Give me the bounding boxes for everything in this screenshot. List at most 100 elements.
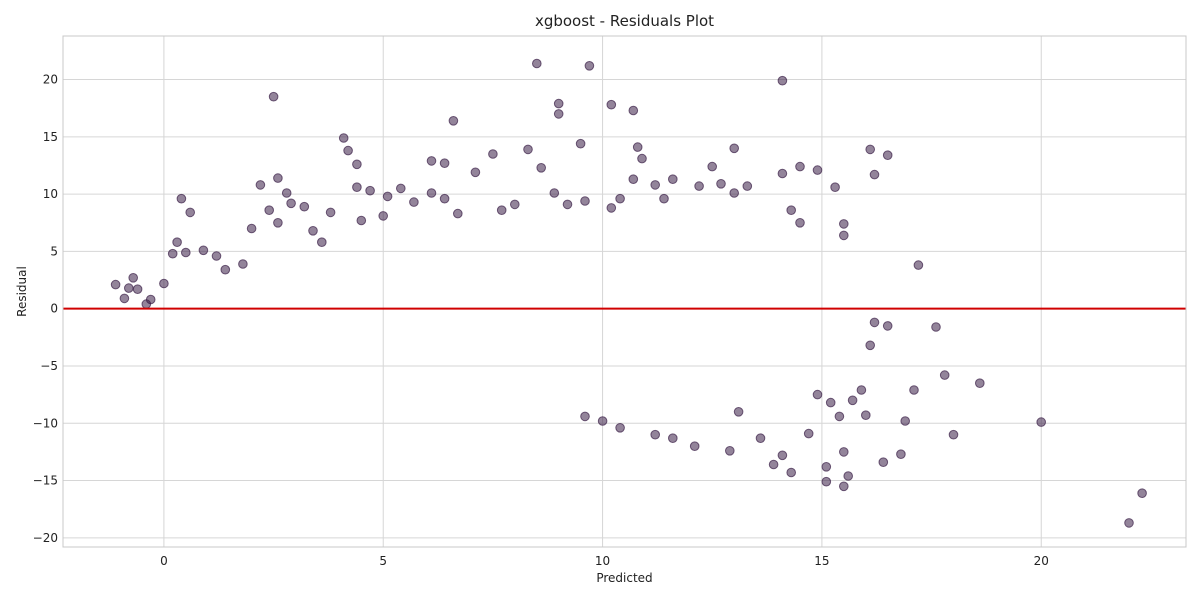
scatter-point <box>975 378 985 389</box>
scatter-point <box>439 158 450 168</box>
scatter-point <box>352 159 362 170</box>
scatter-point <box>913 260 924 270</box>
y-tick-label: 0 <box>50 302 58 316</box>
scatter-point <box>176 193 187 204</box>
scatter-point <box>597 416 608 426</box>
scatter-point <box>470 167 481 178</box>
y-tick-label: 10 <box>43 187 58 201</box>
scatter-point <box>496 205 507 215</box>
scatter-point <box>1036 417 1046 427</box>
scatter-point <box>198 245 209 256</box>
scatter-point <box>755 433 766 444</box>
grid-layer <box>63 36 1186 547</box>
scatter-point <box>584 61 595 71</box>
scatter-point <box>553 109 564 119</box>
scatter-point <box>689 441 700 452</box>
scatter-point <box>606 99 617 110</box>
plot-frame <box>62 35 1187 548</box>
scatter-point <box>668 174 678 184</box>
scatter-point <box>786 467 797 478</box>
points-layer <box>110 58 1147 528</box>
scatter-point <box>830 182 840 192</box>
y-axis-label: Residual <box>15 266 29 317</box>
scatter-point <box>281 188 292 198</box>
scatter-point <box>580 196 590 206</box>
scatter-point <box>637 153 647 164</box>
scatter-point <box>409 197 419 207</box>
scatter-point <box>365 185 375 196</box>
scatter-point <box>742 181 753 191</box>
scatter-point <box>694 181 704 191</box>
scatter-point <box>839 447 849 457</box>
scatter-point <box>725 446 735 456</box>
scatter-point <box>777 450 788 461</box>
scatter-point <box>382 191 393 202</box>
scatter-point <box>786 205 797 215</box>
scatter-point <box>882 321 893 331</box>
scatter-point <box>628 174 639 184</box>
scatter-point <box>1124 518 1134 528</box>
scatter-point <box>128 273 138 283</box>
scatter-point <box>575 138 586 149</box>
scatter-point <box>124 283 134 293</box>
scatter-point <box>246 223 257 234</box>
scatter-point <box>185 207 195 218</box>
scatter-point <box>352 182 362 192</box>
scatter-point <box>299 201 310 212</box>
scatter-point <box>439 193 450 204</box>
scatter-point <box>668 433 678 444</box>
scatter-point <box>553 98 564 109</box>
scatter-point <box>733 407 744 417</box>
scatter-point <box>869 169 880 180</box>
scatter-point <box>325 207 336 218</box>
x-tick-label: 0 <box>160 554 168 568</box>
scatter-point <box>843 471 854 481</box>
scatter-point <box>255 180 266 190</box>
y-tick-label: 15 <box>43 130 58 144</box>
scatter-point <box>795 218 805 228</box>
chart-title: xgboost - Residuals Plot <box>535 12 714 30</box>
x-tick-label: 10 <box>595 554 610 568</box>
x-tick-label: 15 <box>814 554 829 568</box>
y-tick-label: −5 <box>40 359 58 373</box>
scatter-point <box>716 179 726 189</box>
scatter-point <box>172 237 182 247</box>
scatter-point <box>948 429 959 440</box>
scatter-point <box>768 459 779 470</box>
scatter-point <box>159 278 169 289</box>
scatter-point <box>273 218 283 228</box>
scatter-point <box>396 183 406 194</box>
scatter-point <box>317 237 327 247</box>
scatter-point <box>825 397 836 408</box>
scatter-point <box>426 188 437 198</box>
scatter-point <box>896 449 906 460</box>
y-tick-label: 5 <box>50 244 58 258</box>
x-tick-label: 5 <box>379 554 387 568</box>
scatter-point <box>865 144 876 155</box>
scatter-point <box>523 144 533 155</box>
scatter-point <box>453 208 463 219</box>
scatter-point <box>909 385 919 395</box>
scatter-point <box>839 219 849 229</box>
scatter-point <box>812 389 823 400</box>
scatter-point <box>110 279 121 290</box>
scatter-point <box>707 161 718 172</box>
scatter-point <box>356 215 367 226</box>
scatter-point <box>628 105 639 116</box>
scatter-point <box>264 205 275 215</box>
scatter-point <box>821 476 832 487</box>
scatter-point <box>615 193 625 204</box>
scatter-point <box>343 145 353 156</box>
scatter-point <box>777 75 788 86</box>
scatter-point <box>167 248 178 259</box>
scatter-point <box>1137 488 1147 499</box>
scatter-point <box>931 322 941 332</box>
ticks-layer: 0 5 10 15 20 −20 −15 −10 −5 0 5 10 15 20 <box>33 73 1049 568</box>
scatter-point <box>878 457 889 468</box>
scatter-point <box>580 411 590 422</box>
scatter-point <box>145 294 156 305</box>
scatter-point <box>286 198 296 209</box>
y-tick-label: −20 <box>33 531 58 545</box>
scatter-point <box>869 317 880 328</box>
